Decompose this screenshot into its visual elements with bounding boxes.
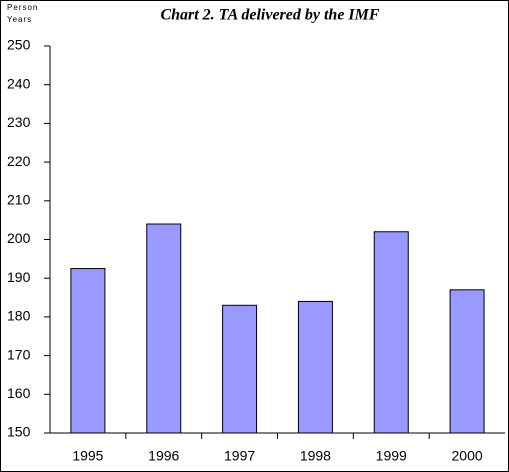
y-tick-label: 180 [7,308,31,324]
bar [297,300,333,434]
x-tick-label: 1995 [72,448,103,464]
y-tick-label: 230 [7,114,31,130]
x-tick-label: 1999 [376,448,407,464]
bar [70,268,106,434]
y-tick-label: 220 [7,153,31,169]
bar [222,304,258,434]
y-tick-label: 210 [7,192,31,208]
y-tick-label: 160 [7,385,31,401]
y-axis-label: Person [7,3,38,12]
y-tick-label: 240 [7,75,31,91]
bar [449,289,485,434]
x-tick-label: 2000 [452,448,483,464]
y-tick-label: 250 [7,37,31,53]
y-axis-label: Years [7,15,32,24]
bar [373,231,409,434]
y-tick-label: 150 [7,424,31,440]
chart-title: Chart 2. TA delivered by the IMF [160,7,379,24]
x-tick-label: 1996 [148,448,179,464]
bar [146,223,182,434]
x-tick-label: 1997 [224,448,255,464]
y-tick-label: 200 [7,230,31,246]
y-tick-label: 190 [7,269,31,285]
y-tick-label: 170 [7,346,31,362]
x-tick-label: 1998 [300,448,331,464]
